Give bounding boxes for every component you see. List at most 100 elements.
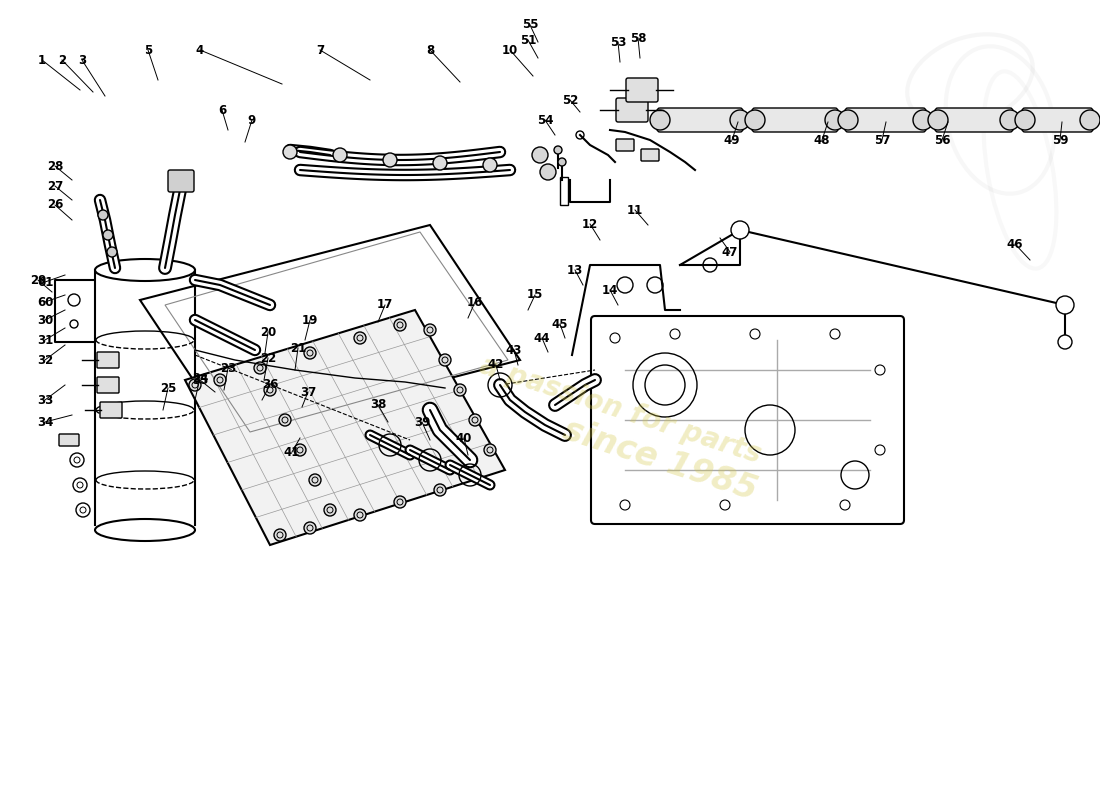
- Text: 47: 47: [722, 246, 738, 258]
- Circle shape: [484, 444, 496, 456]
- Text: 20: 20: [260, 326, 276, 338]
- Circle shape: [730, 110, 750, 130]
- Text: 53: 53: [609, 35, 626, 49]
- FancyBboxPatch shape: [616, 98, 648, 122]
- Text: 44: 44: [534, 331, 550, 345]
- Circle shape: [1058, 335, 1072, 349]
- Text: 11: 11: [627, 203, 644, 217]
- Text: 42: 42: [487, 358, 504, 371]
- Text: 2: 2: [58, 54, 66, 66]
- Text: 52: 52: [562, 94, 579, 106]
- Text: 32: 32: [37, 354, 53, 366]
- Circle shape: [354, 332, 366, 344]
- Text: 10: 10: [502, 43, 518, 57]
- Text: 46: 46: [1006, 238, 1023, 250]
- Circle shape: [732, 221, 749, 239]
- Circle shape: [913, 110, 933, 130]
- Text: 7: 7: [316, 43, 324, 57]
- Text: 55: 55: [521, 18, 538, 31]
- Text: 38: 38: [370, 398, 386, 411]
- Text: 16: 16: [466, 295, 483, 309]
- Circle shape: [825, 110, 845, 130]
- Circle shape: [333, 148, 346, 162]
- Circle shape: [424, 324, 436, 336]
- Text: 25: 25: [160, 382, 176, 394]
- Circle shape: [928, 110, 948, 130]
- Text: 6: 6: [218, 103, 227, 117]
- FancyBboxPatch shape: [591, 316, 904, 524]
- Circle shape: [1015, 110, 1035, 130]
- Circle shape: [1056, 296, 1074, 314]
- Text: 56: 56: [934, 134, 950, 146]
- Circle shape: [279, 414, 292, 426]
- Circle shape: [439, 354, 451, 366]
- Text: 61: 61: [36, 275, 53, 289]
- FancyBboxPatch shape: [59, 434, 79, 446]
- Text: 31: 31: [37, 334, 53, 346]
- FancyBboxPatch shape: [100, 402, 122, 418]
- Text: 41: 41: [284, 446, 300, 458]
- Text: 60: 60: [36, 295, 53, 309]
- Circle shape: [304, 347, 316, 359]
- FancyBboxPatch shape: [616, 139, 634, 151]
- Circle shape: [103, 230, 113, 240]
- Circle shape: [532, 147, 548, 163]
- FancyBboxPatch shape: [845, 108, 926, 132]
- Text: 1: 1: [37, 54, 46, 66]
- Circle shape: [394, 319, 406, 331]
- Circle shape: [469, 414, 481, 426]
- FancyBboxPatch shape: [752, 108, 838, 132]
- Text: 48: 48: [814, 134, 830, 146]
- Text: 15: 15: [527, 289, 543, 302]
- Text: 40: 40: [455, 431, 472, 445]
- Circle shape: [214, 374, 225, 386]
- Text: 21: 21: [290, 342, 306, 354]
- Text: 4: 4: [196, 43, 205, 57]
- Circle shape: [483, 158, 497, 172]
- Circle shape: [650, 110, 670, 130]
- Text: 34: 34: [36, 415, 53, 429]
- Text: 28: 28: [47, 159, 63, 173]
- Text: 57: 57: [873, 134, 890, 146]
- Text: 35: 35: [191, 374, 208, 386]
- Polygon shape: [185, 310, 505, 545]
- Circle shape: [309, 474, 321, 486]
- Circle shape: [283, 145, 297, 159]
- Text: 43: 43: [506, 343, 522, 357]
- Circle shape: [264, 384, 276, 396]
- Text: 59: 59: [1052, 134, 1068, 146]
- Circle shape: [454, 384, 466, 396]
- Ellipse shape: [95, 519, 195, 541]
- Circle shape: [394, 496, 406, 508]
- FancyBboxPatch shape: [560, 177, 568, 205]
- FancyBboxPatch shape: [657, 108, 742, 132]
- Text: 23: 23: [220, 362, 236, 374]
- Circle shape: [558, 158, 566, 166]
- FancyBboxPatch shape: [168, 170, 194, 192]
- Text: 12: 12: [582, 218, 598, 230]
- FancyBboxPatch shape: [97, 352, 119, 368]
- Circle shape: [107, 247, 117, 257]
- Text: a passion for parts: a passion for parts: [475, 351, 764, 469]
- Text: 26: 26: [47, 198, 63, 211]
- Text: 14: 14: [602, 283, 618, 297]
- Text: 51: 51: [520, 34, 536, 46]
- Circle shape: [324, 504, 336, 516]
- FancyBboxPatch shape: [1022, 108, 1093, 132]
- Text: since 1985: since 1985: [559, 413, 761, 507]
- Circle shape: [189, 379, 201, 391]
- Circle shape: [354, 509, 366, 521]
- FancyBboxPatch shape: [626, 78, 658, 102]
- Circle shape: [434, 484, 446, 496]
- Text: 8: 8: [426, 43, 434, 57]
- Text: 5: 5: [144, 43, 152, 57]
- FancyBboxPatch shape: [935, 108, 1013, 132]
- Text: 9: 9: [248, 114, 256, 126]
- Text: 17: 17: [377, 298, 393, 311]
- Circle shape: [540, 164, 556, 180]
- Circle shape: [274, 529, 286, 541]
- Text: 27: 27: [47, 179, 63, 193]
- Circle shape: [294, 444, 306, 456]
- Circle shape: [304, 522, 316, 534]
- Circle shape: [98, 210, 108, 220]
